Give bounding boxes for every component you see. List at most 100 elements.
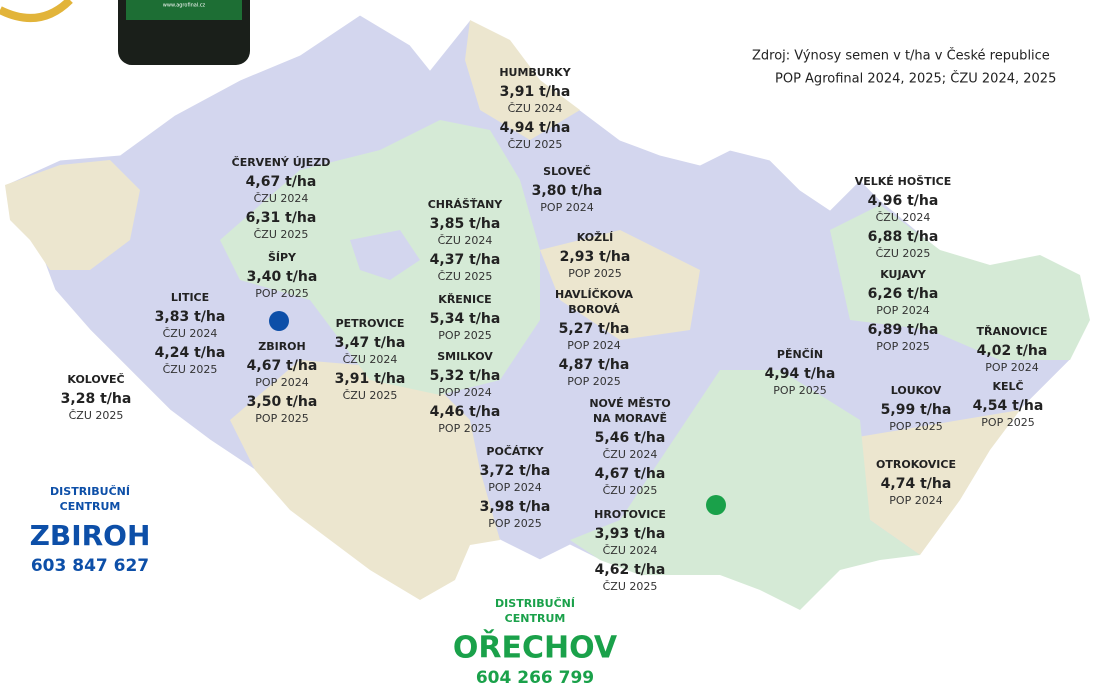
yield: 6,31 t/ha xyxy=(246,210,317,226)
location-name: VELKÉ HOŠTICE xyxy=(855,175,952,188)
bottle-label-area xyxy=(126,0,242,20)
region xyxy=(830,205,1090,360)
yield: 3,83 t/ha xyxy=(155,309,226,325)
location-name: TŘANOVICE xyxy=(977,325,1048,338)
yield: 5,46 t/ha xyxy=(595,430,666,446)
region xyxy=(465,20,580,140)
region xyxy=(230,360,500,600)
location-name: HUMBURKY xyxy=(499,66,571,79)
yield: 4,46 t/ha xyxy=(430,404,501,420)
location-name: POČÁTKY xyxy=(486,445,544,458)
yield-source: POP 2024 xyxy=(985,361,1038,374)
location-name: SMILKOV xyxy=(437,350,493,363)
yield-source: POP 2025 xyxy=(438,422,491,435)
yield-source: ČZU 2025 xyxy=(254,228,309,241)
center-label: DISTRIBUČNÍ xyxy=(495,597,575,610)
yield: 4,87 t/ha xyxy=(559,357,630,373)
location-name: PETROVICE xyxy=(336,317,405,330)
yield: 4,54 t/ha xyxy=(973,398,1044,414)
yield-source: POP 2025 xyxy=(568,267,621,280)
yield: 4,37 t/ha xyxy=(430,252,501,268)
yield-source: ČZU 2024 xyxy=(876,211,931,224)
yield-source: ČZU 2025 xyxy=(69,409,124,422)
yield: 6,89 t/ha xyxy=(868,322,939,338)
yield: 4,02 t/ha xyxy=(977,343,1048,359)
center-label: CENTRUM xyxy=(505,612,566,625)
yield: 3,72 t/ha xyxy=(480,463,551,479)
yield-source: ČZU 2024 xyxy=(603,448,658,461)
yield: 6,26 t/ha xyxy=(868,286,939,302)
location-name: LOUKOV xyxy=(891,384,942,397)
region xyxy=(350,230,420,280)
location-name: BOROVÁ xyxy=(568,303,620,316)
yield-source: POP 2025 xyxy=(876,340,929,353)
yield: 4,94 t/ha xyxy=(765,366,836,382)
yield-source: ČZU 2024 xyxy=(254,192,309,205)
yield-source: POP 2024 xyxy=(889,494,942,507)
yield: 6,88 t/ha xyxy=(868,229,939,245)
location-name: KŘENICE xyxy=(438,293,491,306)
yield: 3,91 t/ha xyxy=(500,84,571,100)
region xyxy=(840,410,1020,555)
yield: 4,67 t/ha xyxy=(595,466,666,482)
yield-source: ČZU 2025 xyxy=(163,363,218,376)
yield: 4,96 t/ha xyxy=(868,193,939,209)
center-label: CENTRUM xyxy=(60,500,121,513)
source-note: Zdroj: Výnosy semen v t/ha v České repub… xyxy=(752,48,1050,64)
yield: 4,94 t/ha xyxy=(500,120,571,136)
bottle-label: www.agrofinal.cz xyxy=(163,3,206,9)
yield: 3,28 t/ha xyxy=(61,391,132,407)
yield-source: POP 2025 xyxy=(889,420,942,433)
yield: 5,34 t/ha xyxy=(430,311,501,327)
center-city: OŘECHOV xyxy=(453,630,618,666)
yield-source: ČZU 2025 xyxy=(438,270,493,283)
center-phone: 603 847 627 xyxy=(31,556,149,576)
yield: 4,62 t/ha xyxy=(595,562,666,578)
yield-source: POP 2025 xyxy=(567,375,620,388)
center-city: ZBIROH xyxy=(30,519,151,552)
location-name: HROTOVICE xyxy=(594,508,666,521)
source-note: POP Agrofinal 2024, 2025; ČZU 2024, 2025 xyxy=(775,71,1056,87)
yield: 2,93 t/ha xyxy=(560,249,631,265)
yield-source: ČZU 2025 xyxy=(508,138,563,151)
yield-source: ČZU 2024 xyxy=(163,327,218,340)
yield: 5,27 t/ha xyxy=(559,321,630,337)
yield: 3,80 t/ha xyxy=(532,183,603,199)
location-name: HAVLÍČKOVA xyxy=(555,288,634,301)
location-name: CHRÁŠŤANY xyxy=(428,198,504,211)
yield: 5,32 t/ha xyxy=(430,368,501,384)
location-name: NA MORAVĚ xyxy=(593,412,667,425)
location-name: SLOVEČ xyxy=(543,165,591,178)
yield-source: ČZU 2025 xyxy=(343,389,398,402)
region xyxy=(5,160,140,270)
swirl xyxy=(0,0,73,22)
location-name: OTROKOVICE xyxy=(876,458,956,471)
yield: 3,93 t/ha xyxy=(595,526,666,542)
yield: 4,67 t/ha xyxy=(247,358,318,374)
location-name: LITICE xyxy=(171,291,209,304)
centers: DISTRIBUČNÍ CENTRUM ZBIROH 603 847 627 DISTR… xyxy=(30,485,618,688)
yield-source: POP 2025 xyxy=(255,287,308,300)
yield-source: ČZU 2024 xyxy=(603,544,658,557)
yield: 3,85 t/ha xyxy=(430,216,501,232)
yield-source: ČZU 2025 xyxy=(603,580,658,593)
center-dot xyxy=(706,495,726,515)
yield-source: POP 2024 xyxy=(488,481,541,494)
yield-source: ČZU 2024 xyxy=(508,102,563,115)
yield: 4,67 t/ha xyxy=(246,174,317,190)
yield-source: POP 2024 xyxy=(567,339,620,352)
location-name: ŠÍPY xyxy=(268,251,297,264)
location-name: KUJAVY xyxy=(880,268,927,281)
regions xyxy=(4,14,1091,611)
location-name: KOŽLÍ xyxy=(577,231,613,244)
yield-source: POP 2024 xyxy=(438,386,491,399)
yield: 3,47 t/ha xyxy=(335,335,406,351)
location-name: ČERVENÝ ÚJEZD xyxy=(232,156,331,169)
yield: 4,74 t/ha xyxy=(881,476,952,492)
region xyxy=(570,370,920,610)
yield-source: POP 2025 xyxy=(488,517,541,530)
yield: 3,50 t/ha xyxy=(247,394,318,410)
location-name: KOLOVEČ xyxy=(67,373,124,386)
region xyxy=(540,230,700,340)
